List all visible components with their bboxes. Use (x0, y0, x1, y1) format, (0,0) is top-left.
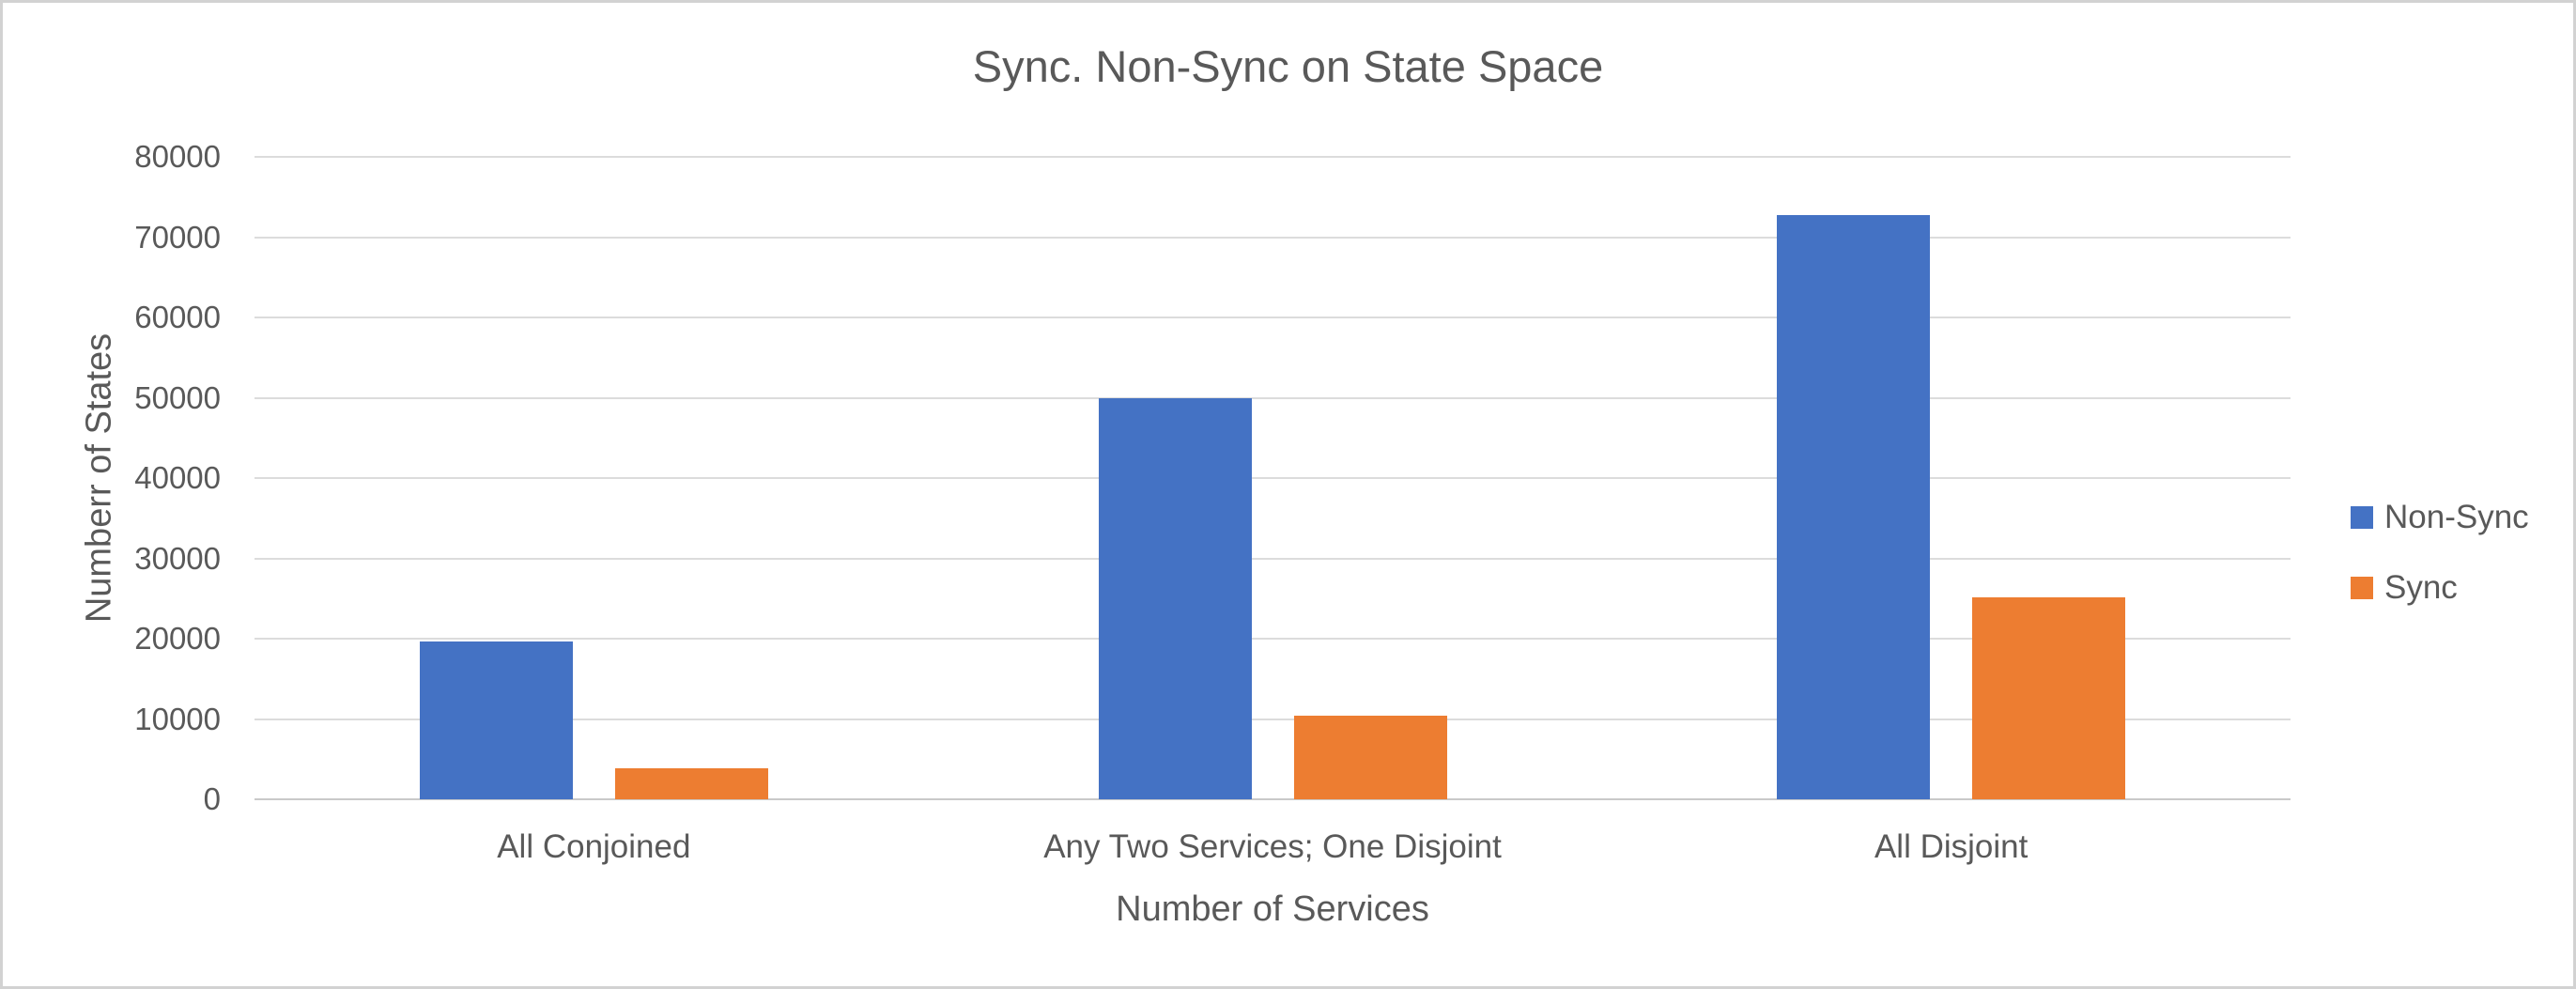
y-tick-label-20000: 20000 (134, 621, 221, 656)
y-tick-label-70000: 70000 (134, 219, 221, 255)
gridline-60000 (255, 317, 2291, 318)
bar-sync-1 (614, 767, 768, 799)
x-category-label-1: All Conjoined (497, 828, 691, 865)
x-axis-title: Number of Services (1116, 889, 1429, 929)
x-axis-line (255, 798, 2291, 800)
x-category-label-2: Any Two Services; One Disjoint (1043, 828, 1502, 865)
gridline-50000 (255, 396, 2291, 399)
legend-label: Non-Sync (2384, 499, 2529, 535)
plot-area (255, 156, 2291, 800)
gridline-20000 (255, 638, 2291, 640)
legend-swatch-icon (2351, 506, 2373, 529)
y-tick-label-10000: 10000 (134, 701, 221, 736)
legend-item-non-sync: Non-Sync (2351, 498, 2529, 537)
legend-swatch-icon (2351, 577, 2373, 599)
x-category-label-3: All Disjoint (1874, 828, 2028, 865)
gridline-30000 (255, 557, 2291, 560)
legend-label: Sync (2384, 569, 2458, 606)
bar-sync-3 (1972, 597, 2126, 799)
legend-item-sync: Sync (2351, 568, 2458, 608)
bar-non-sync-3 (1777, 214, 1931, 799)
gridline-10000 (255, 718, 2291, 720)
bar-sync-2 (1293, 715, 1447, 799)
bar-non-sync-2 (1098, 397, 1252, 799)
y-tick-label-50000: 50000 (134, 379, 221, 415)
y-tick-label-30000: 30000 (134, 540, 221, 576)
chart-title: Sync. Non-Sync on State Space (972, 41, 1604, 91)
y-tick-label-0: 0 (203, 781, 221, 816)
bar-non-sync-1 (419, 641, 573, 799)
gridline-40000 (255, 477, 2291, 479)
y-tick-label-80000: 80000 (134, 139, 221, 174)
y-tick-label-60000: 60000 (134, 300, 221, 334)
gridline-70000 (255, 236, 2291, 239)
y-tick-label-40000: 40000 (134, 460, 221, 495)
gridline-80000 (255, 156, 2291, 158)
